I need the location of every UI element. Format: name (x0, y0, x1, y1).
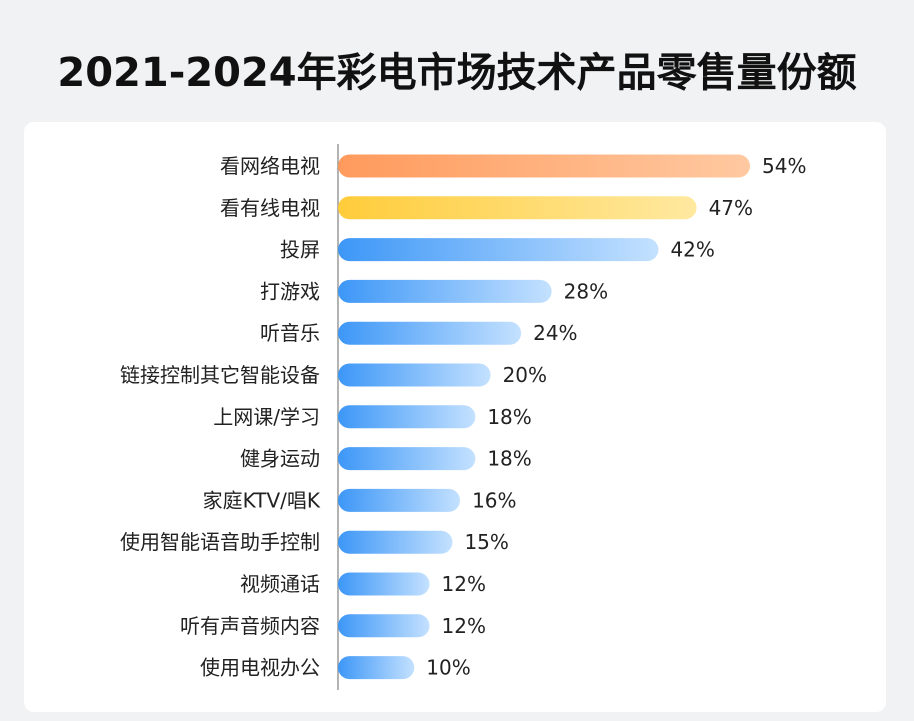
bar (338, 279, 552, 303)
value-label: 15% (464, 530, 508, 554)
chart-card: 看网络电视 54% 看有线电视 47% 投屏 42% 打游戏 28% 听音乐 24% 链接控制其它智… (24, 122, 886, 712)
category-label: 听音乐 (260, 321, 320, 345)
bar (338, 447, 476, 471)
bar-chart: 看网络电视 54% 看有线电视 47% 投屏 42% 打游戏 28% 听音乐 24% 链接控制其它智… (120, 144, 806, 690)
value-label: 24% (533, 321, 577, 345)
category-label: 使用智能语音助手控制 (120, 530, 320, 554)
value-label: 54% (762, 154, 806, 178)
bar (338, 530, 453, 554)
category-label: 看有线电视 (220, 196, 320, 220)
value-label: 47% (709, 196, 753, 220)
category-label: 上网课/学习 (213, 405, 320, 429)
bar (338, 321, 522, 345)
value-label: 18% (487, 405, 531, 429)
value-label: 12% (442, 572, 486, 596)
chart-title: 2021-2024年彩电市场技术产品零售量份额 (57, 50, 857, 96)
value-label: 16% (472, 488, 516, 512)
value-label: 20% (503, 363, 547, 387)
bar (338, 363, 491, 387)
category-label: 家庭KTV/唱K (203, 488, 321, 512)
category-label: 打游戏 (260, 279, 320, 303)
value-label: 10% (426, 656, 470, 680)
bar (338, 488, 461, 512)
category-label: 链接控制其它智能设备 (120, 363, 320, 387)
category-label: 使用电视办公 (200, 656, 320, 680)
bar (338, 196, 697, 220)
bar (338, 238, 659, 262)
bar (338, 614, 430, 638)
category-label: 健身运动 (240, 447, 320, 471)
category-label: 视频通话 (240, 572, 320, 596)
bar (338, 154, 750, 178)
category-label: 投屏 (280, 238, 320, 262)
value-label: 28% (564, 279, 608, 303)
bar (338, 656, 415, 680)
category-label: 听有声音频内容 (180, 614, 320, 638)
bar (338, 405, 476, 429)
category-label: 看网络电视 (220, 154, 320, 178)
value-label: 18% (487, 447, 531, 471)
value-label: 42% (670, 238, 714, 262)
value-label: 12% (442, 614, 486, 638)
bar (338, 572, 430, 596)
